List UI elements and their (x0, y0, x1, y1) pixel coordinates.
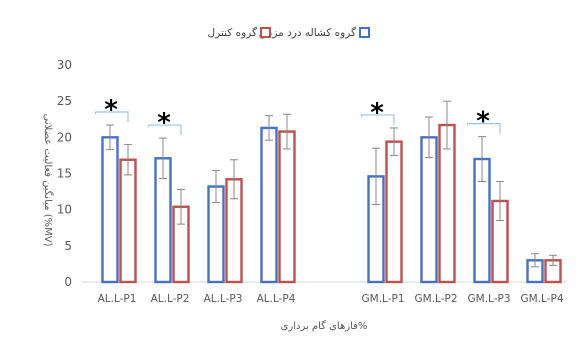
y-tick-label: 20 (57, 130, 72, 144)
y-axis: 0 5 10 15 20 25 30 (57, 58, 72, 289)
significance-bracket (360, 114, 395, 125)
category-label: GM.L-P4 (521, 293, 564, 305)
y-tick-label: 25 (57, 94, 72, 108)
error-bar (230, 159, 238, 200)
significance-star: * (104, 95, 118, 125)
y-tick-label: 0 (64, 275, 72, 289)
significance-star: * (476, 107, 490, 137)
category-label: GM.L-P3 (468, 293, 511, 305)
y-tick-label: 5 (64, 239, 72, 253)
significance-bracket (147, 124, 182, 136)
bar (260, 126, 278, 284)
legend-swatch-chronic-groin-pain (359, 27, 370, 38)
error-bar (478, 136, 486, 182)
bars (101, 100, 562, 284)
bar (385, 140, 403, 284)
bar (119, 158, 137, 284)
error-bar (549, 254, 557, 266)
category-labels: AL.L-P1 AL.L-P2 AL.L-P3 AL.L-P4 GM.L-P1 GM.L-… (98, 293, 564, 305)
x-axis-label: فازهای گام برداری% (281, 320, 368, 332)
y-axis-label: میانگین فعالیت عضلانی (%MV) (42, 114, 54, 247)
error-bar (531, 253, 539, 268)
error-bar (106, 124, 114, 151)
legend-label-chronic-groin-pain: گروه کشاله درد مزمن (259, 26, 356, 39)
category-label: GM.L-P1 (362, 293, 405, 305)
error-bar (159, 137, 167, 180)
category-label: GM.L-P2 (415, 293, 458, 305)
error-bar (124, 144, 132, 176)
error-bar (425, 116, 433, 159)
bar (278, 130, 296, 284)
error-bar (372, 147, 380, 206)
legend: گروه کشاله درد مزمن گروه کنترل (208, 26, 370, 39)
error-bar (496, 180, 504, 222)
legend-swatch-control (260, 27, 271, 38)
error-bar (443, 100, 451, 150)
y-tick-label: 30 (57, 58, 72, 72)
error-bar (265, 115, 273, 141)
error-bar (390, 127, 398, 156)
bar (420, 136, 438, 284)
category-label: AL.L-P2 (151, 293, 190, 305)
category-label: AL.L-P4 (257, 293, 296, 305)
error-bar (212, 170, 220, 203)
category-label: AL.L-P1 (98, 293, 137, 305)
legend-label-control: گروه کنترل (208, 26, 257, 39)
bar (101, 136, 119, 284)
significance-bracket (466, 123, 501, 134)
y-tick-label: 15 (57, 167, 72, 181)
y-tick-label: 10 (57, 203, 72, 217)
significance-markers: * * * * (94, 95, 501, 138)
error-bar (283, 113, 291, 150)
error-bar (177, 188, 185, 225)
significance-star: * (370, 98, 384, 128)
category-label: AL.L-P3 (204, 293, 243, 305)
significance-star: * (157, 108, 171, 138)
significance-bracket (94, 111, 129, 123)
